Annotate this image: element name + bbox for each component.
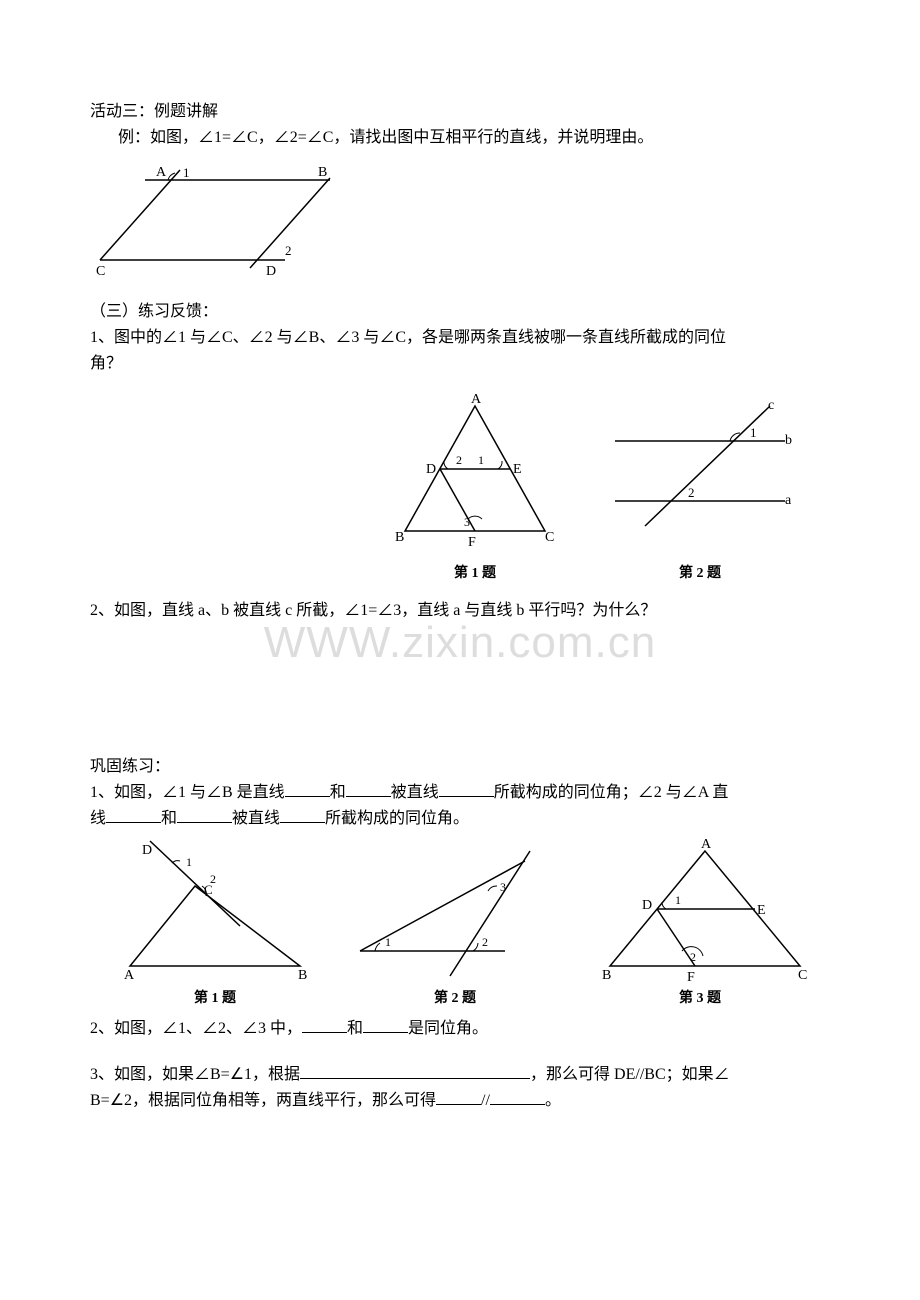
label-B: B xyxy=(395,530,404,545)
practice-title: 巩固练习： xyxy=(90,755,830,779)
label-E: E xyxy=(513,462,522,477)
p3-diagram: A B C D E F 1 2 第 3 题 xyxy=(590,836,810,1009)
label-1: 1 xyxy=(478,453,484,467)
label-2: 2 xyxy=(285,243,292,258)
label-D: D xyxy=(642,898,652,913)
caption-p1: 第 1 题 xyxy=(110,988,320,1009)
label-A: A xyxy=(701,837,712,852)
label-2: 2 xyxy=(688,485,695,500)
label-b: b xyxy=(785,433,792,448)
p1-diagram: A B C D 1 2 第 1 题 xyxy=(110,836,320,1009)
example-text: 例：如图，∠1=∠C，∠2=∠C，请找出图中互相平行的直线，并说明理由。 xyxy=(90,126,830,150)
label-B: B xyxy=(318,165,327,180)
label-1: 1 xyxy=(186,855,192,869)
label-3: 3 xyxy=(464,515,470,529)
caption-p3: 第 3 题 xyxy=(590,988,810,1009)
label-2: 2 xyxy=(456,453,462,467)
q1-line2: 角？ xyxy=(90,352,830,376)
caption-fig1: 第 1 题 xyxy=(380,563,570,584)
label-F: F xyxy=(468,535,476,550)
label-E: E xyxy=(757,903,766,918)
label-3: 3 xyxy=(500,880,506,894)
document-content: 活动三：例题讲解 例：如图，∠1=∠C，∠2=∠C，请找出图中互相平行的直线，并… xyxy=(90,100,830,1113)
example-svg: A B C D 1 2 xyxy=(90,160,380,280)
diagrams-row1: A B C D E F 1 2 3 第 1 题 a b xyxy=(90,391,830,584)
label-1: 1 xyxy=(675,893,681,907)
label-F: F xyxy=(687,970,695,985)
caption-p2: 第 2 题 xyxy=(350,988,560,1009)
example-diagram: A B C D 1 2 xyxy=(90,160,830,280)
label-c: c xyxy=(768,398,774,413)
label-1: 1 xyxy=(183,165,190,180)
label-A: A xyxy=(124,968,135,983)
label-C: C xyxy=(545,530,554,545)
caption-fig2: 第 2 题 xyxy=(600,563,800,584)
label-D: D xyxy=(266,264,276,279)
label-D: D xyxy=(142,843,152,858)
label-B: B xyxy=(298,968,307,983)
label-2: 2 xyxy=(690,950,696,964)
label-2: 2 xyxy=(210,872,216,886)
lines-diagram: a b c 1 2 第 2 题 xyxy=(600,391,800,584)
p2-diagram: 1 2 3 第 2 题 xyxy=(350,836,560,1009)
label-C: C xyxy=(798,968,807,983)
label-D: D xyxy=(426,462,436,477)
label-A: A xyxy=(471,392,482,407)
label-C: C xyxy=(96,264,105,279)
label-a: a xyxy=(785,493,792,508)
section3-title: （三）练习反馈： xyxy=(90,300,830,324)
label-2: 2 xyxy=(482,935,488,949)
p-q2: 2、如图，∠1、∠2、∠3 中，和是同位角。 xyxy=(90,1017,830,1041)
diagrams-row2: A B C D 1 2 第 1 题 1 2 3 xyxy=(90,836,830,1009)
p-q3-line2: B=∠2，根据同位角相等，两直线平行，那么可得//。 xyxy=(90,1089,830,1113)
label-A: A xyxy=(156,165,167,180)
label-1: 1 xyxy=(385,935,391,949)
p-q1-line2: 线和被直线所截构成的同位角。 xyxy=(90,807,830,831)
triangle-diagram: A B C D E F 1 2 3 第 1 题 xyxy=(380,391,570,584)
label-1: 1 xyxy=(750,425,757,440)
p-q1-line1: 1、如图，∠1 与∠B 是直线和被直线所截构成的同位角；∠2 与∠A 直 xyxy=(90,781,830,805)
q2-text: 2、如图，直线 a、b 被直线 c 所截，∠1=∠3，直线 a 与直线 b 平行… xyxy=(90,599,830,623)
label-B: B xyxy=(602,968,611,983)
activity3-title: 活动三：例题讲解 xyxy=(90,100,830,124)
q1-line1: 1、图中的∠1 与∠C、∠2 与∠B、∠3 与∠C，各是哪两条直线被哪一条直线所… xyxy=(90,326,830,350)
p-q3-line1: 3、如图，如果∠B=∠1，根据，那么可得 DE//BC；如果∠ xyxy=(90,1063,830,1087)
